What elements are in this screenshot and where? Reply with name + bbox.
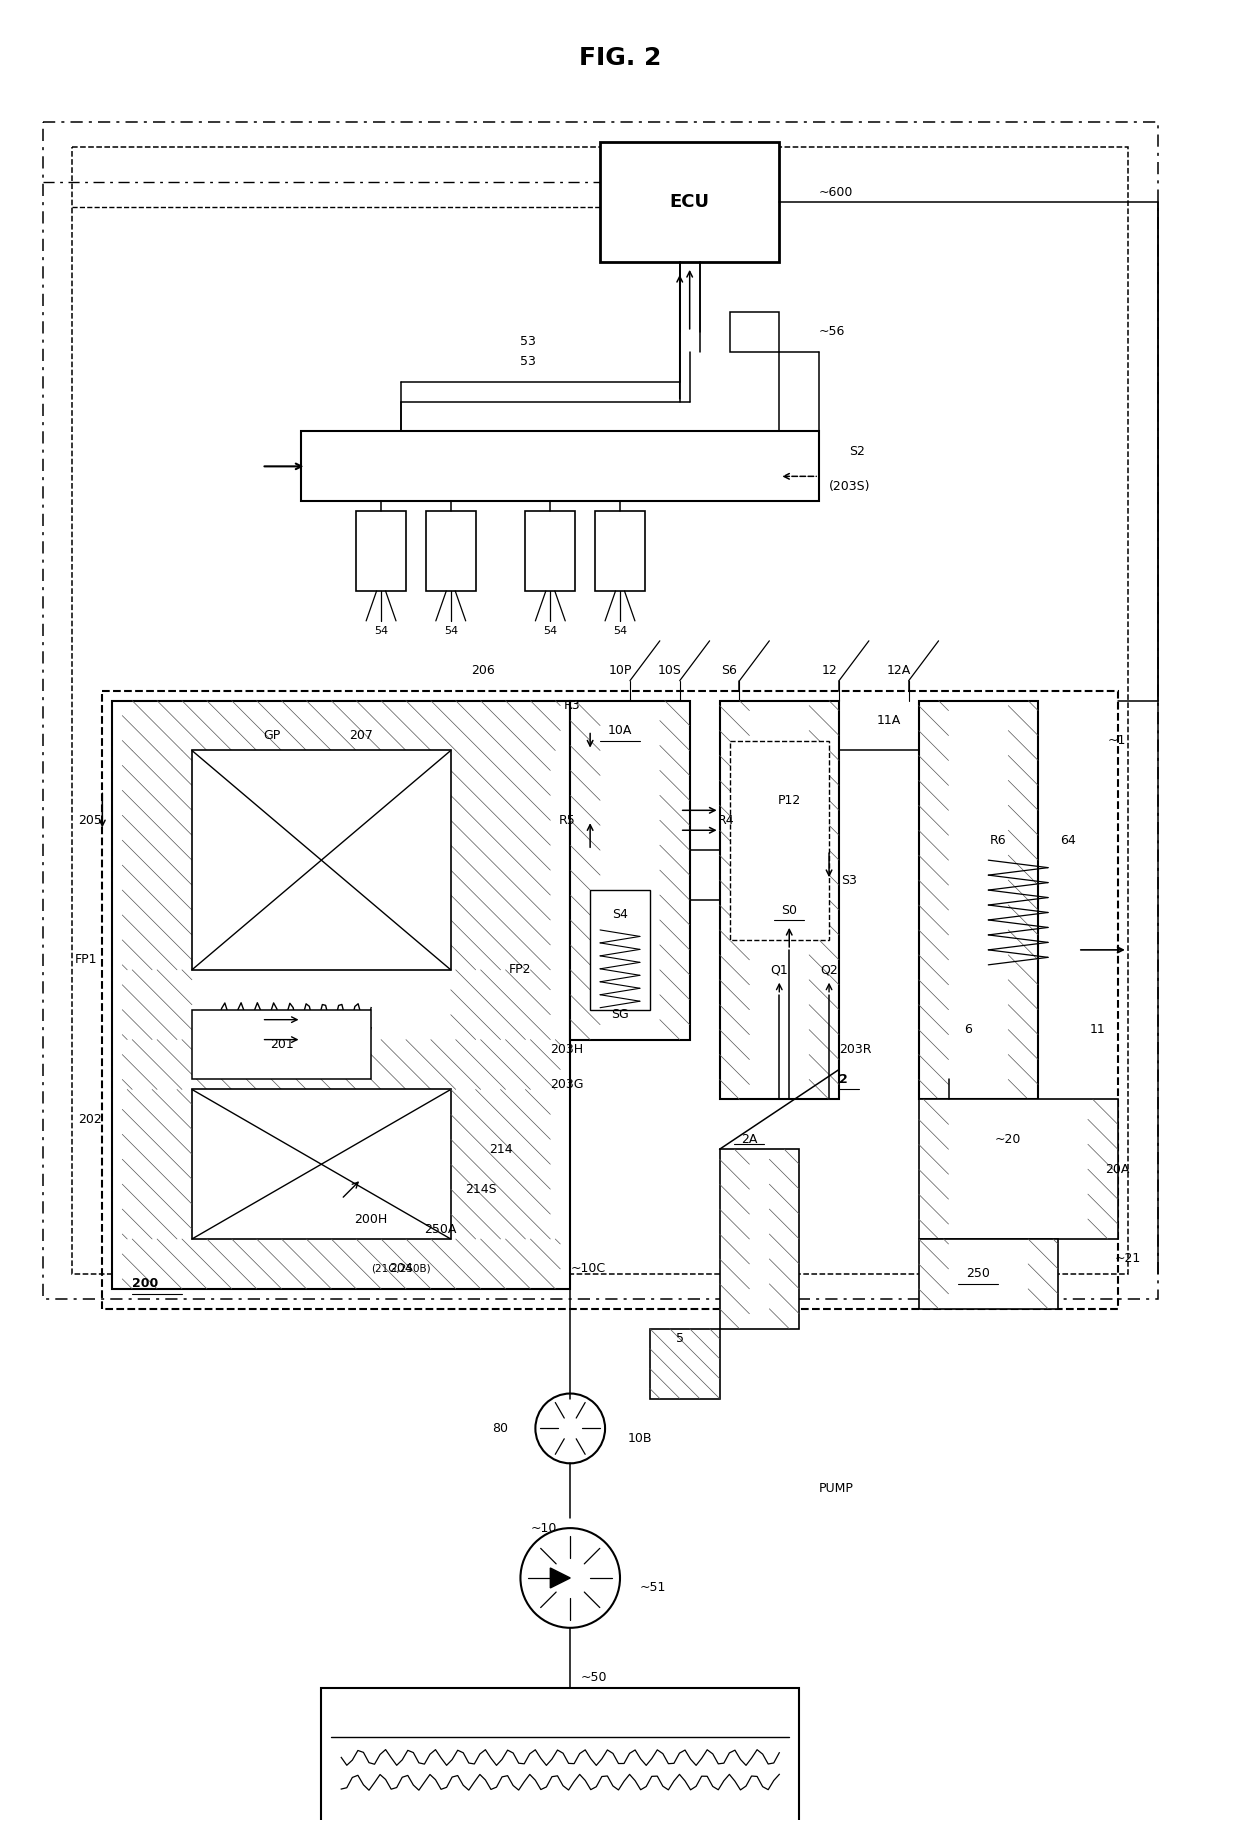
Text: 250A: 250A — [424, 1223, 458, 1236]
Text: R6: R6 — [990, 833, 1007, 846]
Bar — [600, 142, 779, 263]
Text: (203S): (203S) — [830, 479, 870, 492]
Text: 250: 250 — [966, 1267, 991, 1280]
Text: FP2: FP2 — [510, 963, 532, 977]
Text: 203H: 203H — [551, 1043, 584, 1056]
Text: R4: R4 — [718, 813, 734, 828]
Text: 10S: 10S — [658, 664, 682, 676]
Text: 207: 207 — [350, 729, 373, 742]
Text: 206: 206 — [471, 664, 495, 676]
Text: (21G,250B): (21G,250B) — [371, 1263, 430, 1274]
Text: 64: 64 — [1060, 833, 1076, 846]
Text: 12: 12 — [821, 664, 837, 676]
Text: FP1: FP1 — [74, 953, 98, 966]
Bar — [919, 700, 1038, 1099]
Text: 214: 214 — [489, 1143, 512, 1156]
Bar — [42, 122, 1158, 1298]
Text: S0: S0 — [781, 904, 797, 917]
Text: 54: 54 — [444, 625, 458, 636]
Bar — [103, 691, 1117, 1309]
Text: ECU: ECU — [670, 193, 709, 211]
Bar — [425, 510, 476, 591]
Text: 10A: 10A — [608, 724, 632, 736]
Text: ~10: ~10 — [531, 1522, 557, 1535]
Text: 200: 200 — [133, 1278, 159, 1291]
Bar — [72, 148, 1127, 1274]
Text: SG: SG — [611, 1008, 629, 1021]
Text: Q2: Q2 — [820, 963, 838, 977]
Text: 202: 202 — [78, 1112, 103, 1127]
Bar — [729, 312, 779, 352]
Bar — [590, 890, 650, 1010]
Text: 54: 54 — [374, 625, 388, 636]
Bar — [356, 510, 405, 591]
Bar — [729, 740, 830, 941]
Text: S3: S3 — [841, 873, 857, 886]
Text: 20A: 20A — [1106, 1163, 1130, 1176]
Text: PUMP: PUMP — [820, 1482, 854, 1495]
Text: R5: R5 — [558, 813, 575, 828]
Text: 10P: 10P — [609, 664, 631, 676]
Bar — [650, 1329, 719, 1398]
Text: 6: 6 — [965, 1023, 972, 1035]
Text: 54: 54 — [543, 625, 557, 636]
Text: ~51: ~51 — [640, 1581, 666, 1595]
Bar — [919, 1240, 1058, 1309]
Text: 11: 11 — [1090, 1023, 1106, 1035]
Bar — [192, 751, 451, 970]
Text: GP: GP — [263, 729, 280, 742]
Text: 201: 201 — [269, 1037, 294, 1052]
Bar — [919, 1099, 1117, 1240]
Text: S2: S2 — [849, 445, 864, 458]
Text: ~10C: ~10C — [570, 1262, 605, 1276]
Text: 205: 205 — [78, 813, 103, 828]
Text: 204: 204 — [389, 1262, 413, 1276]
Text: ~21: ~21 — [1115, 1252, 1141, 1265]
Bar — [192, 1010, 371, 1079]
Text: ~600: ~600 — [820, 186, 853, 199]
Text: 12A: 12A — [887, 664, 911, 676]
Polygon shape — [551, 1568, 570, 1588]
Text: 2: 2 — [839, 1074, 848, 1087]
Text: ~20: ~20 — [994, 1132, 1022, 1147]
Bar — [526, 510, 575, 591]
Text: FIG. 2: FIG. 2 — [579, 46, 661, 69]
Text: 203G: 203G — [551, 1077, 584, 1090]
Bar — [321, 1688, 800, 1823]
Bar — [570, 700, 689, 1039]
Text: 200H: 200H — [355, 1212, 388, 1225]
Bar — [595, 510, 645, 591]
Text: ~50: ~50 — [580, 1672, 606, 1684]
Text: Q1: Q1 — [770, 963, 789, 977]
Text: 11A: 11A — [877, 715, 901, 727]
Text: 53: 53 — [521, 335, 537, 348]
Text: R3: R3 — [563, 700, 580, 713]
Bar — [719, 700, 839, 1099]
Text: S6: S6 — [722, 664, 738, 676]
Text: 53: 53 — [521, 355, 537, 368]
Text: 5: 5 — [676, 1333, 683, 1345]
Bar — [113, 700, 570, 1289]
Bar — [192, 1090, 451, 1240]
Bar — [719, 1148, 800, 1329]
Text: P12: P12 — [777, 793, 801, 808]
Text: 80: 80 — [492, 1422, 508, 1435]
Text: S4: S4 — [613, 908, 627, 921]
Text: ~1: ~1 — [1107, 735, 1126, 747]
Text: ~56: ~56 — [820, 324, 846, 339]
Text: 2A: 2A — [742, 1132, 758, 1147]
Bar — [301, 432, 820, 501]
Text: 203R: 203R — [839, 1043, 872, 1056]
Text: 214S: 214S — [465, 1183, 496, 1196]
Text: 54: 54 — [613, 625, 627, 636]
Text: 10B: 10B — [627, 1431, 652, 1446]
